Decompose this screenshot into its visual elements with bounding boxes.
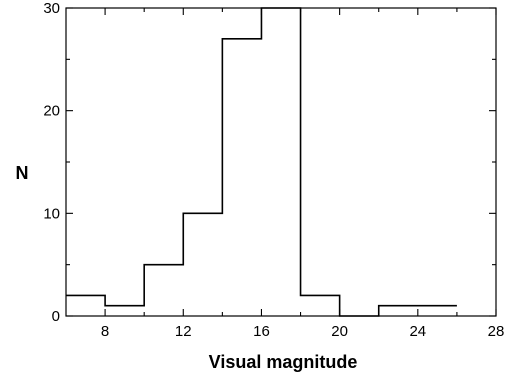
histogram-bars <box>66 8 457 316</box>
x-axis-title: Visual magnitude <box>209 352 358 372</box>
x-tick-label: 24 <box>409 323 426 340</box>
y-axis-title: N <box>16 163 29 183</box>
y-tick-label: 10 <box>43 205 60 222</box>
y-tick-label: 30 <box>43 0 60 17</box>
y-tick-labels: 0 10 20 30 <box>43 0 60 325</box>
x-tick-label: 12 <box>175 323 192 340</box>
plot-frame <box>65 7 497 317</box>
x-tick-label: 16 <box>253 323 270 340</box>
y-tick-label: 0 <box>52 308 60 325</box>
major-ticks <box>66 7 497 317</box>
x-tick-label: 20 <box>331 323 348 340</box>
x-tick-labels: 8 12 16 20 24 28 <box>101 323 504 340</box>
x-tick-label: 8 <box>101 323 109 340</box>
histogram-outline <box>66 7 457 317</box>
minor-ticks <box>66 8 496 316</box>
x-tick-label: 28 <box>488 323 505 340</box>
y-tick-label: 20 <box>43 103 60 120</box>
